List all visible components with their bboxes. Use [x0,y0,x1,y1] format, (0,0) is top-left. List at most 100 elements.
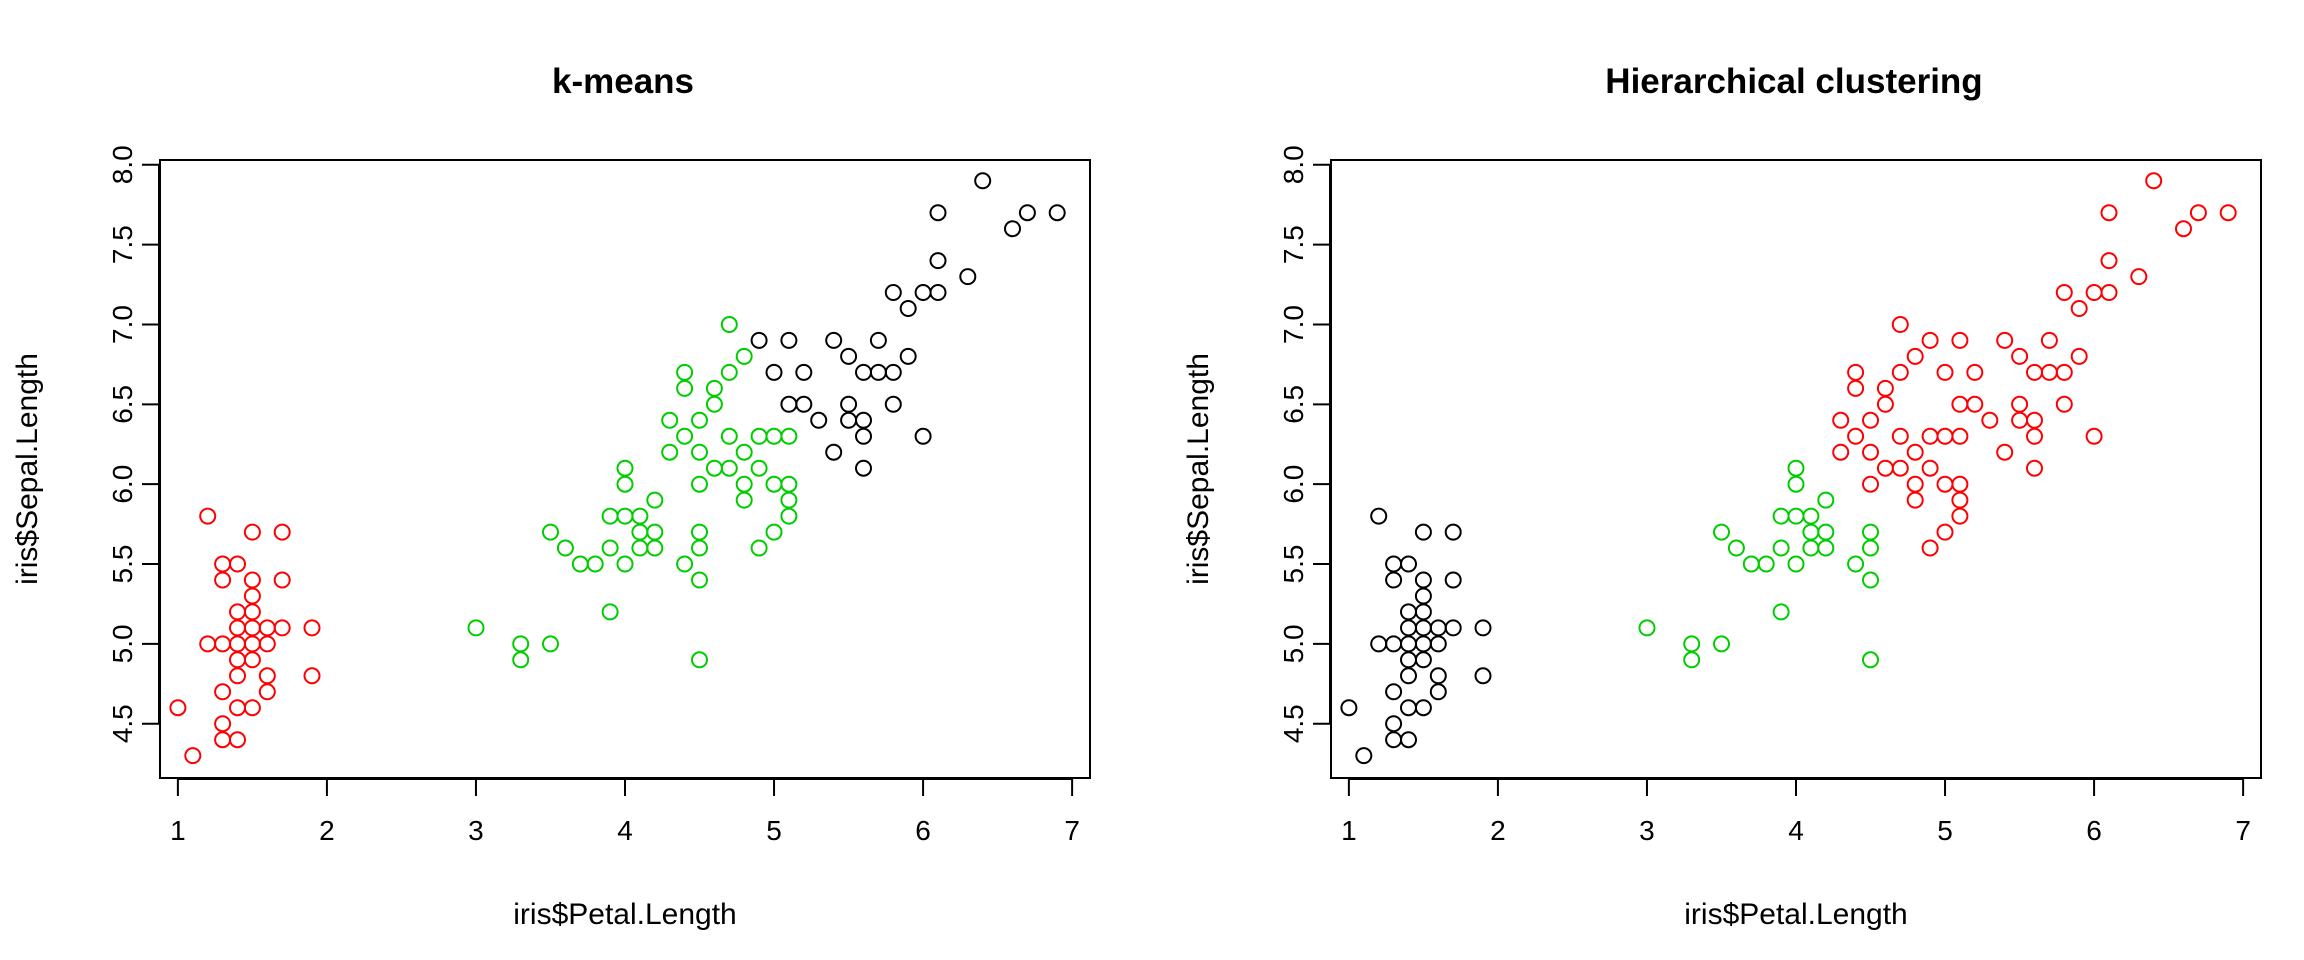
data-point [750,427,768,445]
data-point [1966,363,1984,381]
data-point [780,475,798,493]
data-point [1787,475,1805,493]
data-point [601,539,619,557]
data-point [676,379,694,397]
data-point [825,331,843,349]
data-point [169,699,187,717]
data-point [1906,491,1924,509]
data-point [1414,571,1432,589]
data-point [1444,619,1462,637]
data-point [705,459,723,477]
y-tick-label: 7.0 [107,305,138,344]
data-point [1891,459,1909,477]
data-point [1847,555,1865,573]
y-axis: 4.5 5.0 5.5 6.0 6.5 7.0 7.5 8.0 [107,145,160,743]
data-point [1996,443,2014,461]
data-point [1772,603,1790,621]
data-point [273,571,291,589]
x-tick-label: 5 [1937,815,1953,846]
data-point [1802,523,1820,541]
data-point [691,475,708,493]
data-point [1906,475,1924,493]
data-point [646,523,664,541]
y-axis-label: iris$Sepal.Length [11,353,44,585]
data-point [1772,539,1790,557]
data-point [884,363,902,381]
data-point [1772,507,1790,525]
plot-frame [159,159,1091,779]
data-point [2100,252,2118,270]
data-point [1787,459,1805,477]
data-point [1921,459,1939,477]
data-point [616,555,634,573]
x-axis: 1 2 3 4 5 6 7 [170,778,1080,846]
data-point [720,459,738,477]
data-point [735,475,753,493]
y-tick-label: 7.5 [107,225,138,264]
data-point [691,651,708,669]
data-point [2100,284,2118,301]
data-point [765,475,783,493]
data-point [2011,411,2029,429]
data-point [1414,635,1432,653]
y-tick-label: 8.0 [107,145,138,184]
data-point [735,491,753,509]
x-tick-label: 3 [1639,815,1655,846]
data-point [1951,395,1969,413]
data-point [243,699,261,717]
data-point [1862,523,1879,541]
data-point [869,331,887,349]
data-point [1921,539,1939,557]
x-tick-label: 7 [1064,815,1080,846]
data-point [2175,220,2192,238]
kmeans-panel: k-means 1 2 3 4 5 6 7 4.5 5.0 5.5 6.0 6.5 7.0 7.5 8.0… [11,62,1091,931]
data-point [2055,363,2073,381]
data-point [229,651,246,669]
data-point [676,363,694,381]
data-point [2011,395,2029,413]
y-tick-label: 7.5 [1278,225,1309,264]
data-point [1936,523,1954,541]
data-point [1876,395,1894,413]
data-point [214,715,232,733]
y-tick-label: 6.5 [1278,385,1309,424]
data-point [2011,347,2029,365]
data-point [1757,555,1775,573]
data-point [1936,363,1954,381]
data-point [2085,427,2103,445]
data-point [959,268,977,286]
data-point [914,427,932,445]
data-point [1862,571,1879,589]
data-point [1400,651,1417,669]
data-point [1018,204,1036,222]
data-point [1385,571,1403,589]
data-point [1385,555,1403,573]
data-point [1921,331,1939,349]
data-point [258,619,276,637]
data-point [914,284,932,301]
data-point [840,411,858,429]
data-point [1429,667,1447,685]
x-tick-label: 4 [617,815,633,846]
data-point [1444,523,1462,541]
data-point [676,555,694,573]
data-point [855,427,872,445]
data-point [303,619,321,637]
data-point [512,651,530,669]
data-point [616,507,634,525]
data-point [705,395,723,413]
data-point [691,411,708,429]
data-point [229,667,246,685]
data-point [601,507,619,525]
data-point [243,603,261,621]
data-point [884,284,902,301]
data-point [750,539,768,557]
data-point [1400,619,1417,637]
data-point [929,284,947,301]
x-axis: 1 2 3 4 5 6 7 [1341,778,2251,846]
y-tick-label: 5.5 [107,545,138,584]
data-point [899,347,917,365]
data-point [2130,268,2148,286]
data-point [616,475,634,493]
